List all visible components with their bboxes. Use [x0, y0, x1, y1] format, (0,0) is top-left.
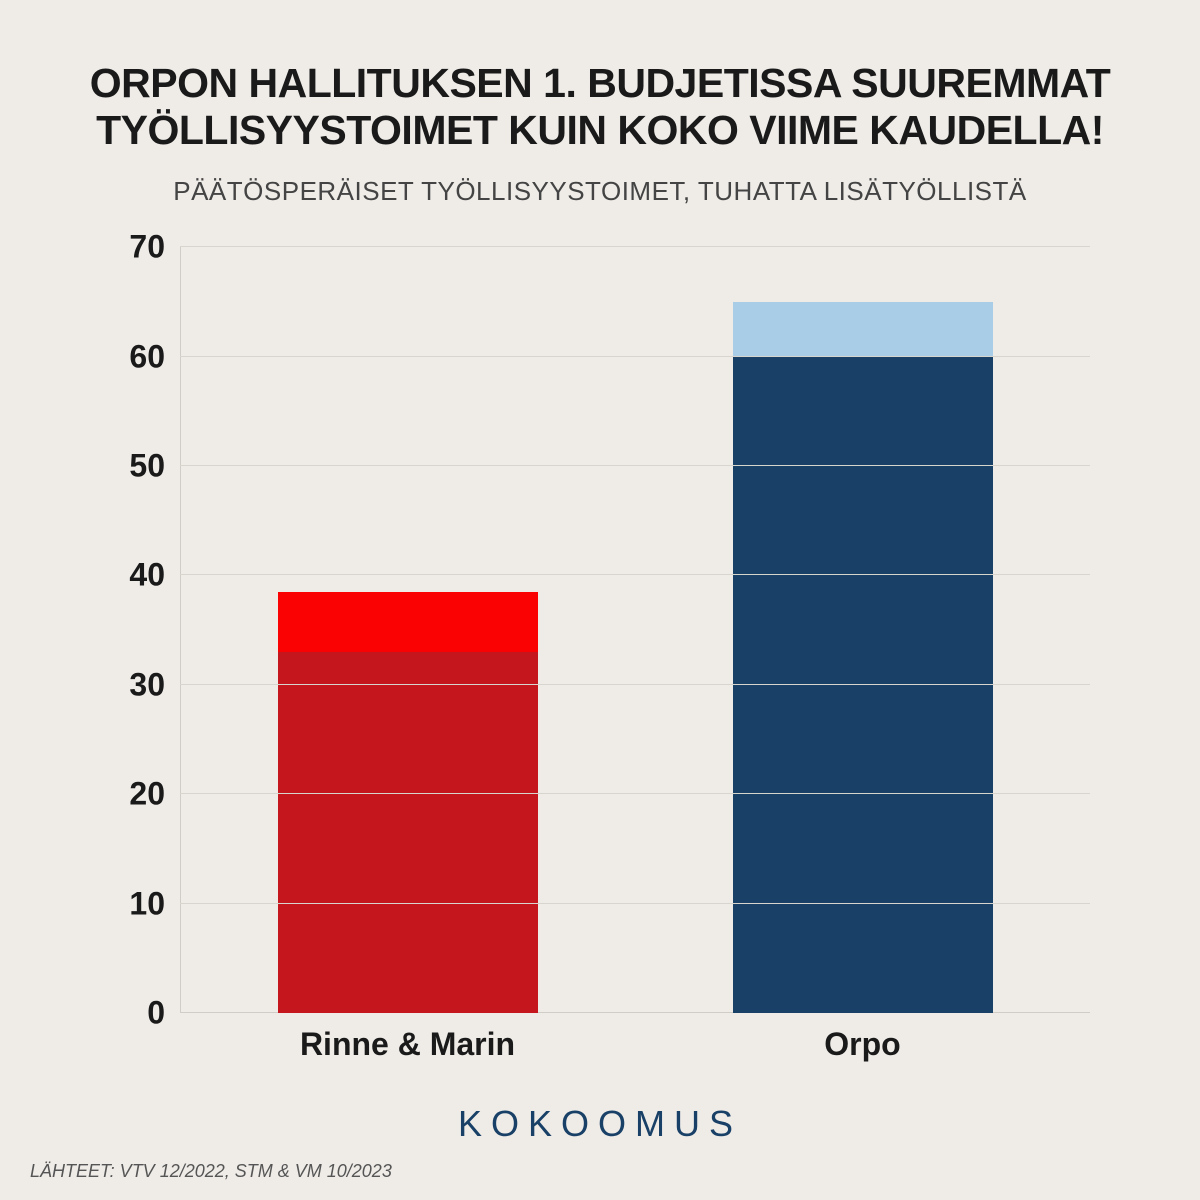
bar-group: Orpo	[733, 247, 993, 1013]
y-tick-label: 0	[105, 995, 165, 1032]
bar-stack	[733, 302, 993, 1013]
y-tick-label: 40	[105, 557, 165, 594]
main-title: ORPON HALLITUKSEN 1. BUDJETISSA SUUREMMA…	[80, 60, 1120, 154]
plot-area: Rinne & MarinOrpo 010203040506070	[180, 247, 1090, 1013]
x-tick-label: Orpo	[824, 1026, 900, 1063]
y-tick-label: 70	[105, 229, 165, 266]
y-tick-label: 20	[105, 776, 165, 813]
bar-segment	[733, 302, 993, 357]
y-tick-label: 60	[105, 338, 165, 375]
grid-line	[180, 793, 1090, 794]
bar-segment	[278, 592, 538, 652]
grid-line	[180, 356, 1090, 357]
grid-line	[180, 574, 1090, 575]
bar-stack	[278, 592, 538, 1013]
y-tick-label: 10	[105, 885, 165, 922]
title-line-2: TYÖLLISYYSTOIMET KUIN KOKO VIIME KAUDELL…	[96, 107, 1104, 153]
grid-line	[180, 465, 1090, 466]
bar-segment	[278, 652, 538, 1013]
grid-line	[180, 903, 1090, 904]
grid-line	[180, 246, 1090, 247]
y-tick-label: 30	[105, 666, 165, 703]
subtitle: PÄÄTÖSPERÄISET TYÖLLISYYSTOIMET, TUHATTA…	[80, 176, 1120, 207]
grid-line	[180, 684, 1090, 685]
infographic-container: ORPON HALLITUKSEN 1. BUDJETISSA SUUREMMA…	[0, 0, 1200, 1200]
y-tick-label: 50	[105, 448, 165, 485]
party-logo: KOKOOMUS	[80, 1103, 1120, 1145]
chart-area: Rinne & MarinOrpo 010203040506070	[80, 247, 1120, 1083]
bar-group: Rinne & Marin	[278, 247, 538, 1013]
source-citation: LÄHTEET: VTV 12/2022, STM & VM 10/2023	[30, 1161, 392, 1182]
bar-segment	[733, 357, 993, 1013]
title-line-1: ORPON HALLITUKSEN 1. BUDJETISSA SUUREMMA…	[90, 60, 1111, 106]
x-tick-label: Rinne & Marin	[300, 1026, 515, 1063]
bars-container: Rinne & Marin Orpo	[180, 247, 1090, 1013]
